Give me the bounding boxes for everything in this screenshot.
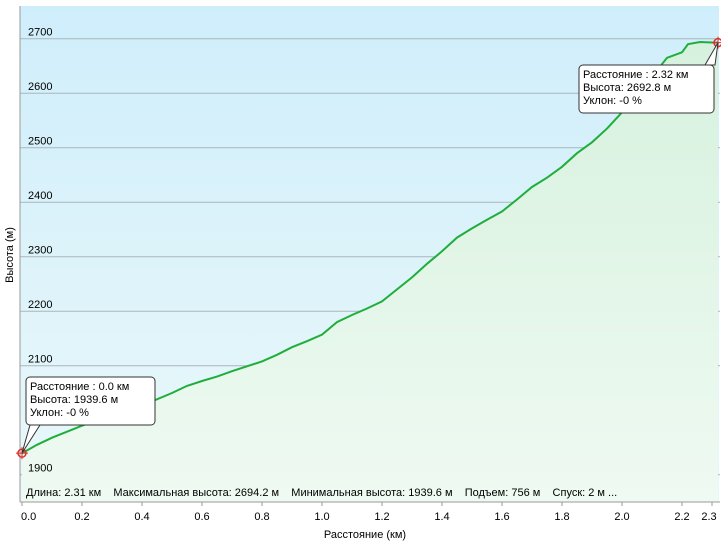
x-tick-label: 2.2 bbox=[674, 511, 689, 523]
x-tick-label: 1.6 bbox=[494, 511, 509, 523]
tooltip-line: Расстояние : 0.0 км bbox=[30, 381, 129, 393]
x-tick-label: 1.0 bbox=[314, 511, 329, 523]
route-statistics: Длина: 2.31 км Максимальная высота: 2694… bbox=[26, 487, 617, 499]
x-tick-label: 1.2 bbox=[374, 511, 389, 523]
x-axis-title: Расстояние (км) bbox=[324, 529, 406, 541]
elevation-area-fill bbox=[22, 42, 718, 502]
y-tick-label: 2600 bbox=[28, 81, 52, 93]
x-tick-label: 1.8 bbox=[554, 511, 569, 523]
x-tick-label: 2.3 bbox=[701, 511, 716, 523]
y-tick-label: 2500 bbox=[28, 136, 52, 148]
x-tick-label: 0.4 bbox=[134, 511, 149, 523]
y-tick-labels: 1900 2100 2200 2300 2400 2500 2600 2700 bbox=[28, 27, 52, 475]
y-tick-label: 2100 bbox=[28, 354, 52, 366]
y-tick-label: 2400 bbox=[28, 190, 52, 202]
x-tick-label: 1.4 bbox=[434, 511, 449, 523]
tooltip-line: Высота: 1939.6 м bbox=[30, 394, 118, 406]
x-tick-label: 0.8 bbox=[254, 511, 269, 523]
tooltip-line: Расстояние : 2.32 км bbox=[583, 69, 688, 81]
x-tick-label: 0.2 bbox=[74, 511, 89, 523]
x-tick-labels: 0.0 0.2 0.4 0.6 0.8 1.0 1.2 1.4 1.6 1.8 2.0 2.2 2.3 bbox=[21, 502, 717, 523]
x-tick-label: 2.0 bbox=[614, 511, 629, 523]
tooltip-line: Высота: 2692.8 м bbox=[583, 82, 671, 94]
tooltip-line: Уклон: -0 % bbox=[583, 95, 642, 107]
y-tick-label: 1900 bbox=[28, 463, 52, 475]
tooltip-line: Уклон: -0 % bbox=[30, 407, 89, 419]
y-tick-label: 2700 bbox=[28, 27, 52, 39]
y-tick-label: 2200 bbox=[28, 299, 52, 311]
y-tick-label: 2300 bbox=[28, 245, 52, 257]
x-tick-label: 0.0 bbox=[21, 511, 36, 523]
y-axis-title: Высота (м) bbox=[4, 227, 16, 283]
x-tick-label: 0.6 bbox=[194, 511, 209, 523]
